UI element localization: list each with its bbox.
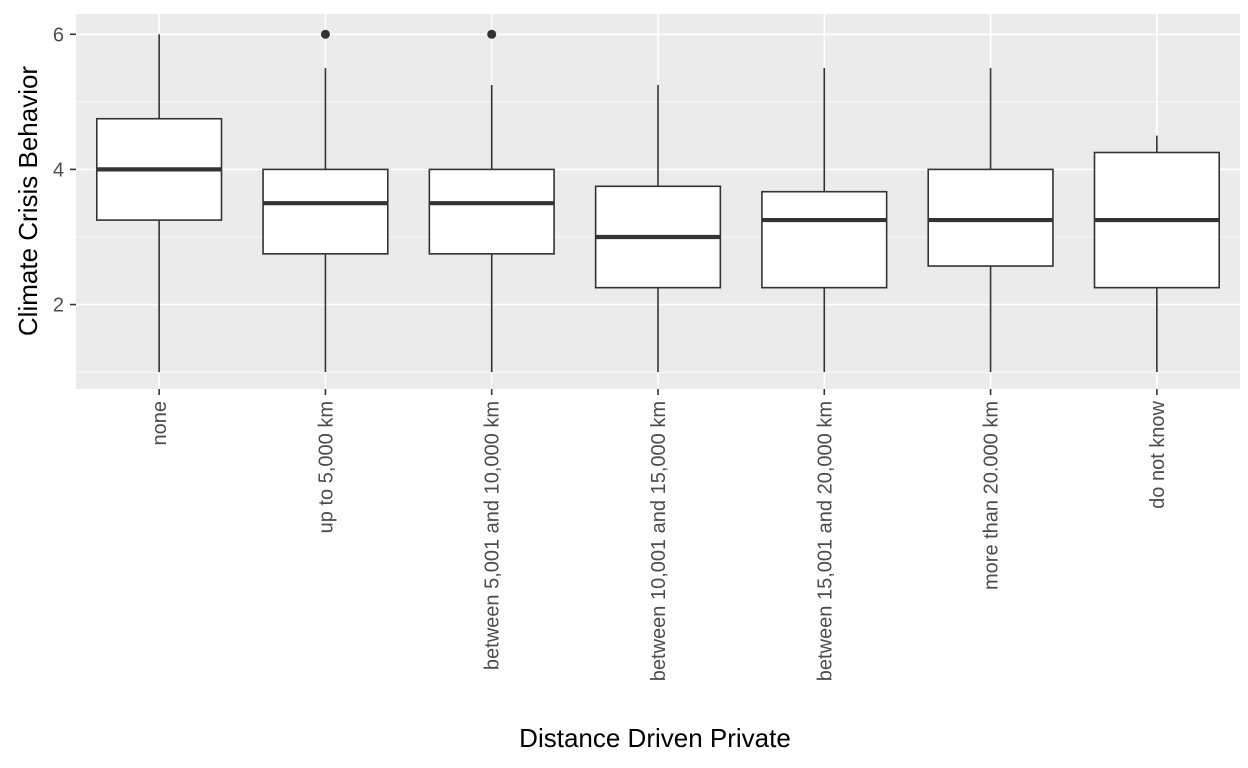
x-axis-title: Distance Driven Private — [519, 723, 791, 753]
x-tick-label: up to 5,000 km — [315, 401, 337, 533]
x-tick-label: more than 20.000 km — [981, 401, 1003, 590]
outlier-point — [487, 29, 497, 39]
box-iqr — [927, 168, 1054, 267]
x-tick-label: do not know — [1147, 400, 1169, 508]
axes: 2 4 6 none up to 5,000 km between 5,001 and 1… — [53, 24, 1169, 681]
box-group — [594, 84, 722, 373]
box-iqr — [262, 168, 389, 255]
box-group — [95, 34, 223, 373]
box-group — [927, 68, 1054, 373]
box-iqr — [428, 168, 555, 255]
y-tick-label: 2 — [53, 295, 64, 317]
box-iqr — [761, 190, 888, 289]
box-group — [761, 68, 888, 373]
y-tick-label: 4 — [53, 159, 64, 181]
y-tick-label: 6 — [53, 24, 64, 46]
x-tick-label: between 15,001 and 20,000 km — [814, 401, 836, 681]
box-group — [1093, 135, 1221, 373]
x-tick-label: between 10,001 and 15,000 km — [648, 401, 670, 681]
box-series — [95, 29, 1221, 373]
outlier-point — [320, 29, 330, 39]
box-group — [428, 29, 555, 373]
x-tick-label: between 5,001 and 10,000 km — [482, 401, 504, 670]
box-group — [262, 29, 389, 373]
y-axis-title: Climate Crisis Behavior — [13, 66, 43, 337]
x-tick-label: none — [149, 401, 171, 446]
